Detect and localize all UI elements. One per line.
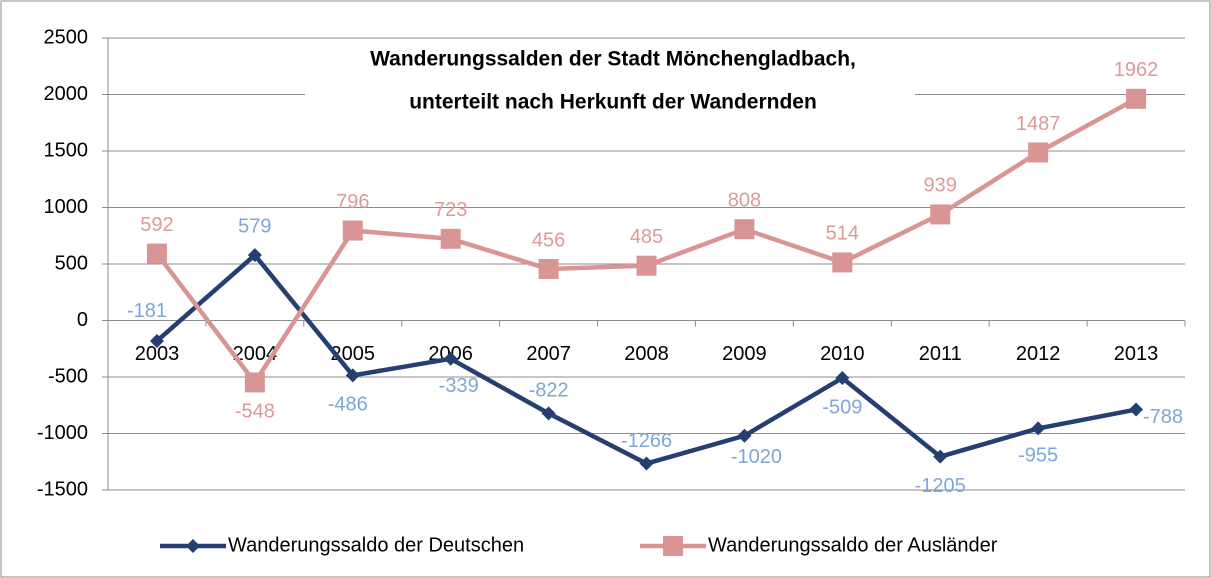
line-marker <box>1031 421 1046 436</box>
line-marker <box>247 248 262 263</box>
legend-marker <box>186 539 200 553</box>
data-label: 592 <box>140 214 173 236</box>
chart-title: unterteilt nach Herkunft der Wandernden <box>409 91 817 114</box>
x-tick-label: 2010 <box>820 343 865 365</box>
data-label: -181 <box>127 300 167 322</box>
line-marker <box>933 449 948 464</box>
data-label: 514 <box>826 223 859 245</box>
data-label: -1020 <box>731 446 782 468</box>
data-label: -548 <box>235 401 275 423</box>
data-label: -339 <box>439 375 479 397</box>
x-tick-label: 2012 <box>1016 343 1061 365</box>
line-marker <box>636 255 657 276</box>
data-label: 1962 <box>1114 59 1159 81</box>
data-label: 1487 <box>1016 113 1061 135</box>
line-marker <box>1028 142 1049 163</box>
data-label: 579 <box>238 215 271 237</box>
data-label: 485 <box>630 226 663 248</box>
y-tick-label: 2500 <box>44 26 89 48</box>
line-marker <box>930 204 951 225</box>
chart-title: Wanderungssalden der Stadt Mönchengladba… <box>370 48 856 71</box>
line-marker <box>538 258 559 279</box>
x-tick-label: 2013 <box>1114 343 1159 365</box>
line-marker <box>832 252 853 273</box>
x-tick-label: 2003 <box>135 343 180 365</box>
data-label: 808 <box>728 189 761 211</box>
line-marker <box>835 371 850 386</box>
y-tick-label: 1000 <box>44 196 89 218</box>
y-tick-label: -1500 <box>37 478 88 500</box>
data-label: -1266 <box>621 430 672 452</box>
data-label: -955 <box>1018 445 1058 467</box>
line-marker <box>443 351 458 366</box>
line-marker <box>734 219 755 240</box>
x-tick-label: 2004 <box>233 343 278 365</box>
data-label: -822 <box>529 380 569 402</box>
x-tick-label: 2011 <box>919 343 962 365</box>
data-label: 456 <box>532 229 565 251</box>
x-tick-label: 2008 <box>624 343 669 365</box>
data-label: 939 <box>924 175 957 197</box>
y-tick-label: 2000 <box>44 83 89 105</box>
y-tick-label: -500 <box>48 365 88 387</box>
data-label: -509 <box>822 396 862 418</box>
line-marker <box>1129 402 1144 417</box>
y-tick-label: -1000 <box>37 422 88 444</box>
line-marker <box>342 220 363 241</box>
line-marker <box>440 228 461 249</box>
title-background <box>305 52 915 126</box>
line-marker <box>244 372 265 393</box>
y-tick-label: 1500 <box>44 139 89 161</box>
data-label: -486 <box>328 394 368 416</box>
data-label: 796 <box>336 191 369 213</box>
line-marker <box>737 428 752 443</box>
data-label: 723 <box>434 199 467 221</box>
line-marker <box>639 456 654 471</box>
data-label: -1205 <box>915 475 966 497</box>
data-label: -788 <box>1143 406 1183 428</box>
line-marker <box>1126 88 1147 109</box>
y-tick-label: 0 <box>77 309 88 331</box>
line-marker <box>146 243 167 264</box>
x-tick-label: 2009 <box>722 343 767 365</box>
x-tick-label: 2007 <box>526 343 571 365</box>
line-marker <box>149 333 164 348</box>
legend-marker <box>663 536 683 556</box>
line-marker <box>541 406 556 421</box>
legend-label: Wanderungssaldo der Ausländer <box>708 534 998 556</box>
line-marker <box>345 368 360 383</box>
legend-label: Wanderungssaldo der Deutschen <box>228 534 524 556</box>
y-tick-label: 500 <box>55 252 88 274</box>
